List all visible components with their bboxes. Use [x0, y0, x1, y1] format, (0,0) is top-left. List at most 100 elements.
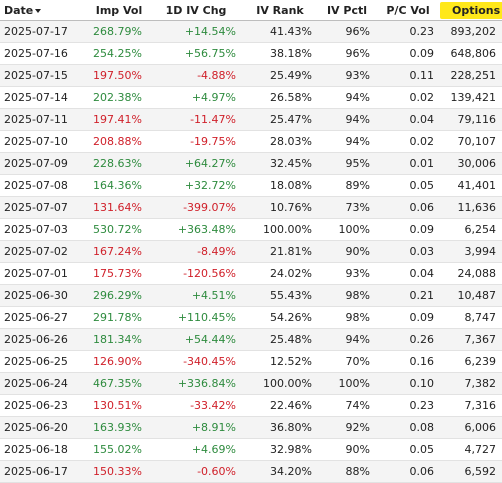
- cell-iv-rank: 26.58%: [242, 86, 318, 109]
- cell-1d-iv-chg: +32.72%: [150, 174, 242, 197]
- cell-pc-vol: 0.04: [376, 108, 440, 131]
- table-row[interactable]: 2025-06-25 126.90% -340.45% 12.52% 70% 0.16 6,…: [0, 350, 502, 373]
- cell-date: 2025-06-30: [0, 284, 88, 307]
- cell-iv-rank: 22.46%: [242, 394, 318, 417]
- cell-iv-rank: 10.76%: [242, 196, 318, 219]
- column-header-options-vol[interactable]: Options Vol: [440, 0, 502, 21]
- table-row[interactable]: 2025-07-14 202.38% +4.97% 26.58% 94% 0.02 139,…: [0, 86, 502, 109]
- cell-date: 2025-07-03: [0, 218, 88, 241]
- table-row[interactable]: 2025-06-18 155.02% +4.69% 32.98% 90% 0.05 4,72…: [0, 438, 502, 461]
- cell-options-vol: 79,116: [440, 108, 502, 131]
- cell-date: 2025-06-17: [0, 460, 88, 483]
- cell-date: 2025-07-02: [0, 240, 88, 263]
- sort-down-icon[interactable]: [35, 8, 42, 13]
- cell-iv-pctl: 90%: [318, 240, 376, 263]
- table-row[interactable]: 2025-06-30 296.29% +4.51% 55.43% 98% 0.21 10,4…: [0, 284, 502, 307]
- cell-iv-pctl: 98%: [318, 284, 376, 307]
- cell-iv-rank: 100.00%: [242, 218, 318, 241]
- cell-1d-iv-chg: -120.56%: [150, 262, 242, 285]
- cell-iv-pctl: 88%: [318, 460, 376, 483]
- cell-imp-vol: 208.88%: [88, 130, 150, 153]
- cell-1d-iv-chg: +56.75%: [150, 42, 242, 65]
- cell-pc-vol: 0.11: [376, 64, 440, 87]
- table-row[interactable]: 2025-07-10 208.88% -19.75% 28.03% 94% 0.02 70,…: [0, 130, 502, 153]
- cell-date: 2025-06-18: [0, 438, 88, 461]
- cell-imp-vol: 150.33%: [88, 460, 150, 483]
- cell-1d-iv-chg: -399.07%: [150, 196, 242, 219]
- cell-iv-rank: 32.45%: [242, 152, 318, 175]
- cell-pc-vol: 0.03: [376, 240, 440, 263]
- table-row[interactable]: 2025-06-23 130.51% -33.42% 22.46% 74% 0.23 7,3…: [0, 394, 502, 417]
- cell-pc-vol: 0.01: [376, 152, 440, 175]
- cell-imp-vol: 181.34%: [88, 328, 150, 351]
- cell-imp-vol: 163.93%: [88, 416, 150, 439]
- cell-iv-pctl: 96%: [318, 20, 376, 43]
- cell-1d-iv-chg: +4.97%: [150, 86, 242, 109]
- column-header-1d-iv-chg[interactable]: 1D IV Chg: [150, 0, 242, 21]
- cell-options-vol: 11,636: [440, 196, 502, 219]
- cell-1d-iv-chg: +363.48%: [150, 218, 242, 241]
- cell-options-vol: 41,401: [440, 174, 502, 197]
- cell-pc-vol: 0.05: [376, 174, 440, 197]
- column-header-iv-rank[interactable]: IV Rank: [242, 0, 318, 21]
- cell-pc-vol: 0.08: [376, 416, 440, 439]
- cell-iv-pctl: 73%: [318, 196, 376, 219]
- column-header-iv-pctl[interactable]: IV Pctl: [318, 0, 376, 21]
- table-row[interactable]: 2025-07-09 228.63% +64.27% 32.45% 95% 0.01 30,…: [0, 152, 502, 175]
- cell-date: 2025-07-16: [0, 42, 88, 65]
- cell-1d-iv-chg: +64.27%: [150, 152, 242, 175]
- cell-date: 2025-07-17: [0, 20, 88, 43]
- cell-pc-vol: 0.04: [376, 262, 440, 285]
- column-header-pc-vol[interactable]: P/C Vol: [376, 0, 440, 21]
- cell-date: 2025-06-25: [0, 350, 88, 373]
- cell-imp-vol: 126.90%: [88, 350, 150, 373]
- cell-options-vol: 139,421: [440, 86, 502, 109]
- table-row[interactable]: 2025-07-15 197.50% -4.88% 25.49% 93% 0.11 228,…: [0, 64, 502, 87]
- cell-1d-iv-chg: +110.45%: [150, 306, 242, 329]
- table-row[interactable]: 2025-06-24 467.35% +336.84% 100.00% 100% 0.10…: [0, 372, 502, 395]
- cell-imp-vol: 155.02%: [88, 438, 150, 461]
- table-row[interactable]: 2025-07-17 268.79% +14.54% 41.43% 96% 0.23 893…: [0, 20, 502, 43]
- table-row[interactable]: 2025-06-17 150.33% -0.60% 34.20% 88% 0.06 6,59…: [0, 460, 502, 483]
- cell-options-vol: 7,382: [440, 372, 502, 395]
- column-header-date[interactable]: Date: [0, 0, 88, 21]
- cell-iv-pctl: 96%: [318, 42, 376, 65]
- cell-pc-vol: 0.23: [376, 394, 440, 417]
- cell-date: 2025-07-08: [0, 174, 88, 197]
- table-row[interactable]: 2025-07-16 254.25% +56.75% 38.18% 96% 0.09 648…: [0, 42, 502, 65]
- column-header-imp-vol[interactable]: Imp Vol: [88, 0, 150, 21]
- cell-1d-iv-chg: -19.75%: [150, 130, 242, 153]
- table-row[interactable]: 2025-06-20 163.93% +8.91% 36.80% 92% 0.08 6,00…: [0, 416, 502, 439]
- table-row[interactable]: 2025-07-07 131.64% -399.07% 10.76% 73% 0.06 11…: [0, 196, 502, 219]
- table-row[interactable]: 2025-07-02 167.24% -8.49% 21.81% 90% 0.03 3,99…: [0, 240, 502, 263]
- table-row[interactable]: 2025-07-01 175.73% -120.56% 24.02% 93% 0.04 24…: [0, 262, 502, 285]
- cell-date: 2025-07-10: [0, 130, 88, 153]
- cell-imp-vol: 131.64%: [88, 196, 150, 219]
- cell-iv-rank: 55.43%: [242, 284, 318, 307]
- cell-pc-vol: 0.23: [376, 20, 440, 43]
- table-row[interactable]: 2025-06-26 181.34% +54.44% 25.48% 94% 0.26 7,3…: [0, 328, 502, 351]
- cell-options-vol: 10,487: [440, 284, 502, 307]
- cell-pc-vol: 0.02: [376, 130, 440, 153]
- cell-imp-vol: 197.41%: [88, 108, 150, 131]
- cell-options-vol: 6,239: [440, 350, 502, 373]
- table-row[interactable]: 2025-07-08 164.36% +32.72% 18.08% 89% 0.05 41,…: [0, 174, 502, 197]
- cell-options-vol: 30,006: [440, 152, 502, 175]
- table-row[interactable]: 2025-06-27 291.78% +110.45% 54.26% 98% 0.09 8,…: [0, 306, 502, 329]
- cell-imp-vol: 268.79%: [88, 20, 150, 43]
- table-body: 2025-07-17 268.79% +14.54% 41.43% 96% 0.23 893…: [0, 20, 502, 483]
- cell-iv-rank: 100.00%: [242, 372, 318, 395]
- cell-1d-iv-chg: -4.88%: [150, 64, 242, 87]
- cell-1d-iv-chg: -33.42%: [150, 394, 242, 417]
- table-row[interactable]: 2025-07-11 197.41% -11.47% 25.47% 94% 0.04 79,…: [0, 108, 502, 131]
- cell-options-vol: 24,088: [440, 262, 502, 285]
- cell-imp-vol: 175.73%: [88, 262, 150, 285]
- cell-options-vol: 3,994: [440, 240, 502, 263]
- cell-iv-rank: 38.18%: [242, 42, 318, 65]
- cell-pc-vol: 0.26: [376, 328, 440, 351]
- cell-1d-iv-chg: -340.45%: [150, 350, 242, 373]
- cell-options-vol: 4,727: [440, 438, 502, 461]
- table-row[interactable]: 2025-07-03 530.72% +363.48% 100.00% 100% 0.09…: [0, 218, 502, 241]
- cell-date: 2025-07-15: [0, 64, 88, 87]
